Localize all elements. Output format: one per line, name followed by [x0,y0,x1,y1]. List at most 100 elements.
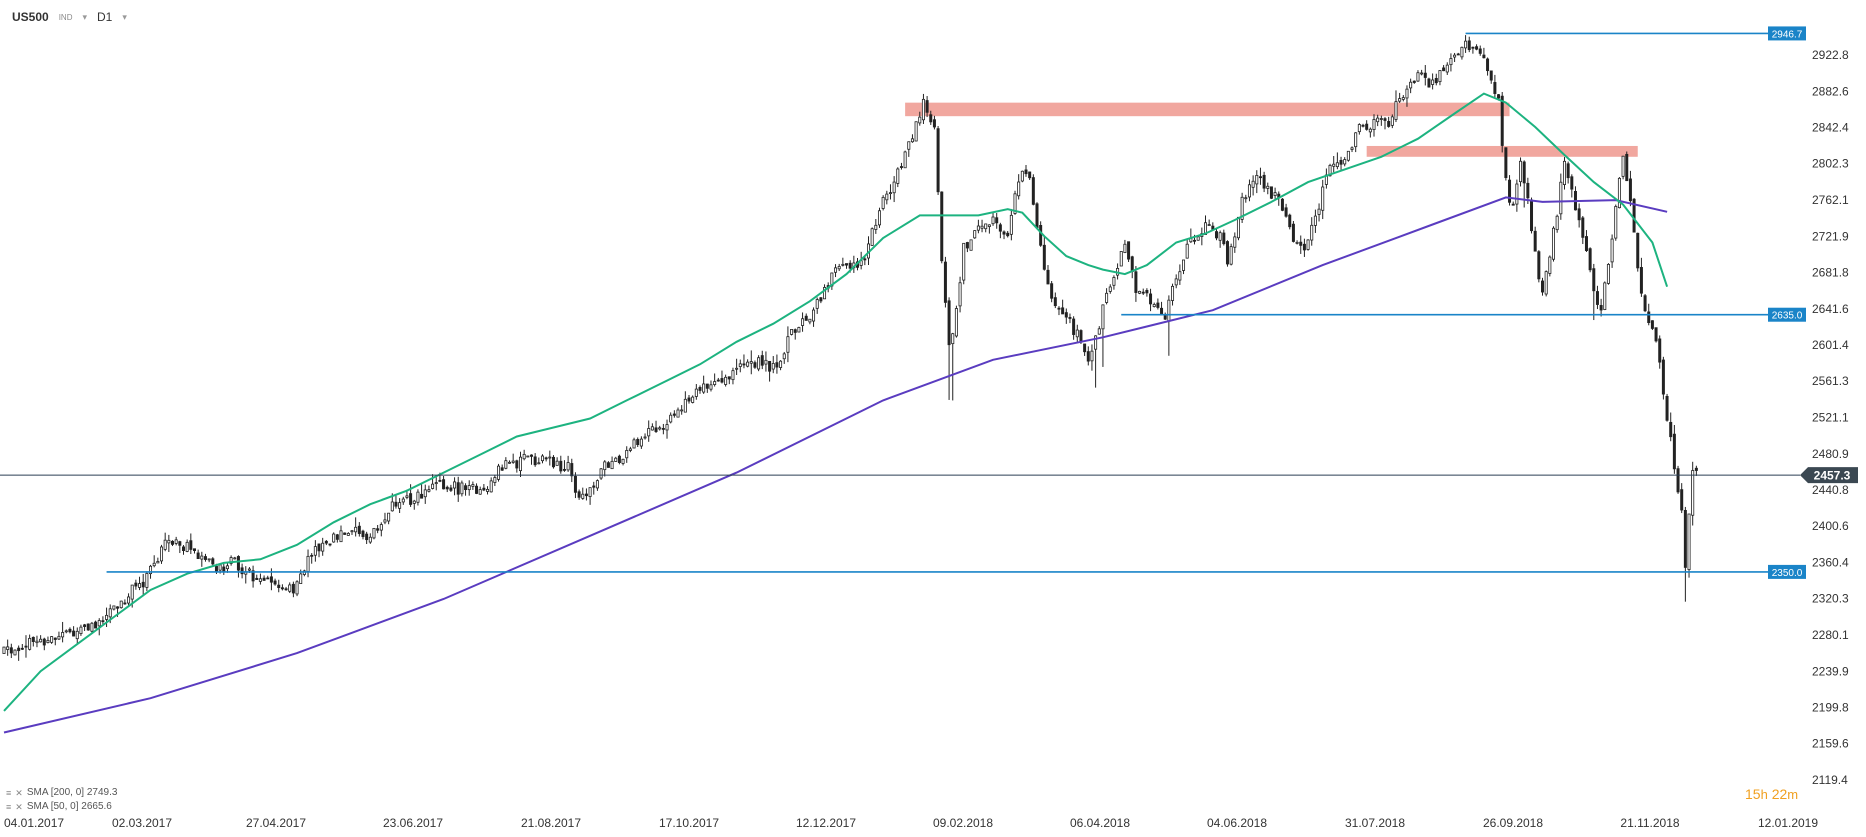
candle-body [1207,224,1211,226]
current-price-tag [1800,467,1858,484]
candle-body [350,530,354,533]
candle-body [768,360,772,372]
candle-body [1105,292,1109,303]
candle-body [504,460,508,469]
candle-body [606,462,610,468]
candle-body [511,460,515,463]
y-tick-label: 2882.6 [1812,84,1849,98]
candle-body [1379,118,1383,120]
candle-body [105,614,109,620]
candle-body [1647,311,1651,324]
candle-body [86,623,90,631]
candle-body [35,640,39,644]
candle-body [804,315,808,321]
candle-body [1460,46,1464,58]
candle-body [716,379,720,382]
close-icon[interactable]: ✕ [15,802,23,812]
x-tick-label: 31.07.2018 [1345,816,1405,830]
y-tick-label: 2320.3 [1812,592,1849,606]
candle-body [1632,198,1636,233]
candle-body [903,151,907,169]
candle-body [848,262,852,269]
candle-body [757,357,761,370]
candle-body [1163,315,1167,320]
candle-body [1182,259,1186,271]
candle-body [1508,179,1512,203]
candle-body [251,570,255,582]
candle-body [1138,290,1142,294]
candle-body [75,630,79,640]
candle-body [584,493,588,497]
chevron-down-icon[interactable]: ▾ [82,11,88,22]
candle-body [116,606,120,609]
candle-body [1339,159,1343,165]
candle-body [1009,214,1013,235]
candle-body [453,481,457,489]
candle-body [951,333,955,345]
candle-body [771,363,775,370]
candle-body [888,192,892,195]
candle-body [793,329,797,333]
candle-body [310,554,314,557]
candle-body [1606,264,1610,284]
candle-body [1244,197,1248,200]
candle-body [632,439,636,449]
candle-body [1291,223,1295,242]
candle-body [379,524,383,531]
candle-body [383,519,387,523]
candle-body [841,263,845,266]
candle-body [683,398,687,413]
candle-body [1398,98,1402,102]
candle-body [1625,153,1629,182]
candle-body [130,584,134,600]
candle-body [815,299,819,309]
level-tag-label: 2350.0 [1772,568,1803,579]
level-tag [1768,307,1806,322]
candle-body [1584,236,1588,252]
candle-body [1592,268,1596,292]
candle-body [680,409,684,412]
legend-sma200[interactable]: ≡ ✕ SMA [200, 0] 2749.3 [6,786,117,800]
candle-body [1475,46,1479,50]
candle-body [266,577,270,580]
menu-icon[interactable]: ≡ [6,788,12,798]
y-tick-label: 2601.4 [1812,338,1849,352]
candle-body [354,526,358,533]
candle-body [1240,196,1244,220]
candle-body [13,649,17,656]
candle-body [1694,467,1698,471]
candle-body [588,487,592,497]
candle-body [892,181,896,194]
sma200-line [3,196,1668,734]
chevron-down-icon[interactable]: ▾ [122,11,127,22]
candle-body [1042,244,1046,270]
candle-body [171,540,175,545]
menu-icon[interactable]: ≡ [6,802,12,812]
candle-body [808,318,812,323]
close-icon[interactable]: ✕ [15,788,23,798]
candle-body [486,488,490,492]
candle-body [661,428,665,430]
legend-sma50[interactable]: ≡ ✕ SMA [50, 0] 2665.6 [6,800,117,814]
candle-body [573,475,577,493]
symbol-label[interactable]: US500 [12,10,49,24]
candle-body [1617,177,1621,209]
candle-body [1445,64,1449,73]
candle-body [863,258,867,261]
candle-body [1108,286,1112,292]
candle-body [449,487,453,491]
candle-body [1269,186,1273,199]
timeframe-selector[interactable]: D1 [97,10,113,24]
candle-body [599,468,603,479]
candle-body [1412,80,1416,83]
candle-body [1134,271,1138,293]
candle-body [1500,95,1504,146]
candle-body [1456,53,1460,56]
candle-body [698,387,702,391]
candle-body [595,480,599,489]
candle-body [647,428,651,437]
candle-body [1280,198,1284,211]
candle-body [555,460,559,466]
candle-body [1002,231,1006,235]
